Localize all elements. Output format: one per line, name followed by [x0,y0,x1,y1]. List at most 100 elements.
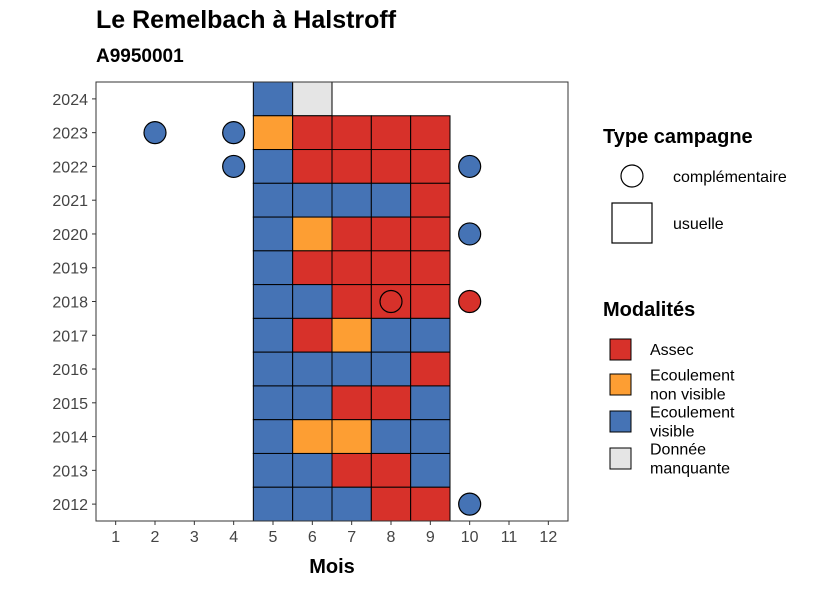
x-tick-label-2: 2 [151,529,160,546]
cell-2013-5 [252,452,294,488]
cell-2022-8 [370,149,412,184]
x-tick-label-8: 8 [387,529,396,546]
legend-key-label: Assec [650,342,694,359]
y-tick-label-2020: 2020 [52,227,88,244]
cell-2020-6 [292,216,333,252]
legend-key-swatch [609,447,632,470]
legend: Type campagne complémentaire usuelle Modali… [603,126,787,478]
cell-2021-6 [292,182,333,218]
x-tick-label-5: 5 [269,529,278,546]
y-tick-label-2015: 2015 [52,396,88,413]
legend-square-symbol [611,202,653,244]
cell-2014-6 [292,419,333,454]
cell-2012-8 [370,486,412,522]
cell-2013-8 [370,452,412,488]
cell-2021-7 [331,182,372,218]
y-tick-label-2023: 2023 [52,126,88,143]
cell-2014-8 [370,419,412,454]
cell-2018-7 [331,284,372,319]
cell-2013-6 [292,452,333,488]
cell-2014-9 [410,419,451,454]
legend-key-swatch [609,373,632,396]
usual-cells-layer [252,81,451,522]
cell-2015-9 [410,385,451,421]
point-2020-10 [458,222,482,246]
cell-2017-7 [331,317,372,353]
x-tick-label-4: 4 [229,529,238,546]
cell-2021-5 [252,182,294,218]
cell-2020-9 [410,216,451,252]
cell-2015-6 [292,385,333,421]
y-tick-label-2016: 2016 [52,362,88,379]
cell-2023-7 [331,115,372,151]
cell-2023-8 [370,115,412,151]
y-tick-label-2022: 2022 [52,159,88,176]
cell-2015-5 [252,385,294,421]
x-tick-label-10: 10 [461,529,479,546]
legend-key-label: Ecoulement [650,368,735,385]
cell-2017-6 [292,317,333,353]
legend-key-label: Ecoulement [650,405,735,422]
legend-circle-symbol [620,164,644,188]
legend-key-label: non visible [650,387,726,404]
legend-key-label: visible [650,424,695,441]
cell-2017-5 [252,317,294,353]
cell-2013-7 [331,452,372,488]
cell-2023-9 [410,115,451,151]
cell-2017-8 [370,317,412,353]
cell-2020-5 [252,216,294,252]
point-2018-10 [458,289,482,314]
cell-2020-7 [331,216,372,252]
point-2022-10 [458,154,482,179]
legend-modalites-title: Modalités [603,299,695,321]
y-tick-label-2012: 2012 [52,497,88,514]
legend-key-label: Donnée [650,442,706,459]
x-tick-label-12: 12 [539,529,557,546]
x-tick-label-11: 11 [501,529,518,546]
cell-2019-7 [331,250,372,286]
cell-2019-9 [410,250,451,286]
cell-2016-9 [410,351,451,387]
cell-2016-8 [370,351,412,387]
y-tick-label-2018: 2018 [52,295,88,312]
cell-2019-6 [292,250,333,286]
cell-2018-9 [410,284,451,319]
y-tick-label-2019: 2019 [52,261,88,278]
y-tick-label-2017: 2017 [52,328,88,345]
y-tick-label-2021: 2021 [52,193,88,210]
legend-type-label: usuelle [673,216,724,233]
cell-2023-5 [252,115,294,151]
cell-2012-9 [410,486,451,522]
cell-2014-7 [331,419,372,454]
cell-2016-6 [292,351,333,387]
x-tick-label-3: 3 [190,529,199,546]
cell-2022-5 [252,149,294,184]
cell-2015-7 [331,385,372,421]
cell-2018-5 [252,284,294,319]
chart-title: Le Remelbach à Halstroff [96,6,397,34]
cell-2021-9 [410,182,451,218]
point-2012-10 [458,492,482,516]
point-2018-8 [379,289,403,314]
cell-2013-9 [410,452,451,488]
y-tick-label-2014: 2014 [52,430,88,447]
cell-2018-6 [292,284,333,319]
x-tick-label-6: 6 [308,529,317,546]
cell-2016-7 [331,351,372,387]
cell-2012-5 [252,486,294,522]
cell-2012-6 [292,486,333,522]
x-axis: 1 2 3 4 5 6 7 8 9 10 11 12 [111,521,557,546]
cell-2022-7 [331,149,372,184]
cell-2019-5 [252,250,294,286]
cell-2015-8 [370,385,412,421]
legend-key-swatch [609,410,632,433]
y-axis: 2012 2013 2014 2015 2016 2017 2018 2019 2020 2021… [52,92,96,514]
legend-type-title: Type campagne [603,126,753,148]
x-axis-label: Mois [309,556,355,578]
point-2023-2 [143,121,167,145]
cell-2019-8 [370,250,412,286]
cell-2012-7 [331,486,372,522]
cell-2022-9 [410,149,451,184]
x-tick-label-7: 7 [347,529,356,546]
